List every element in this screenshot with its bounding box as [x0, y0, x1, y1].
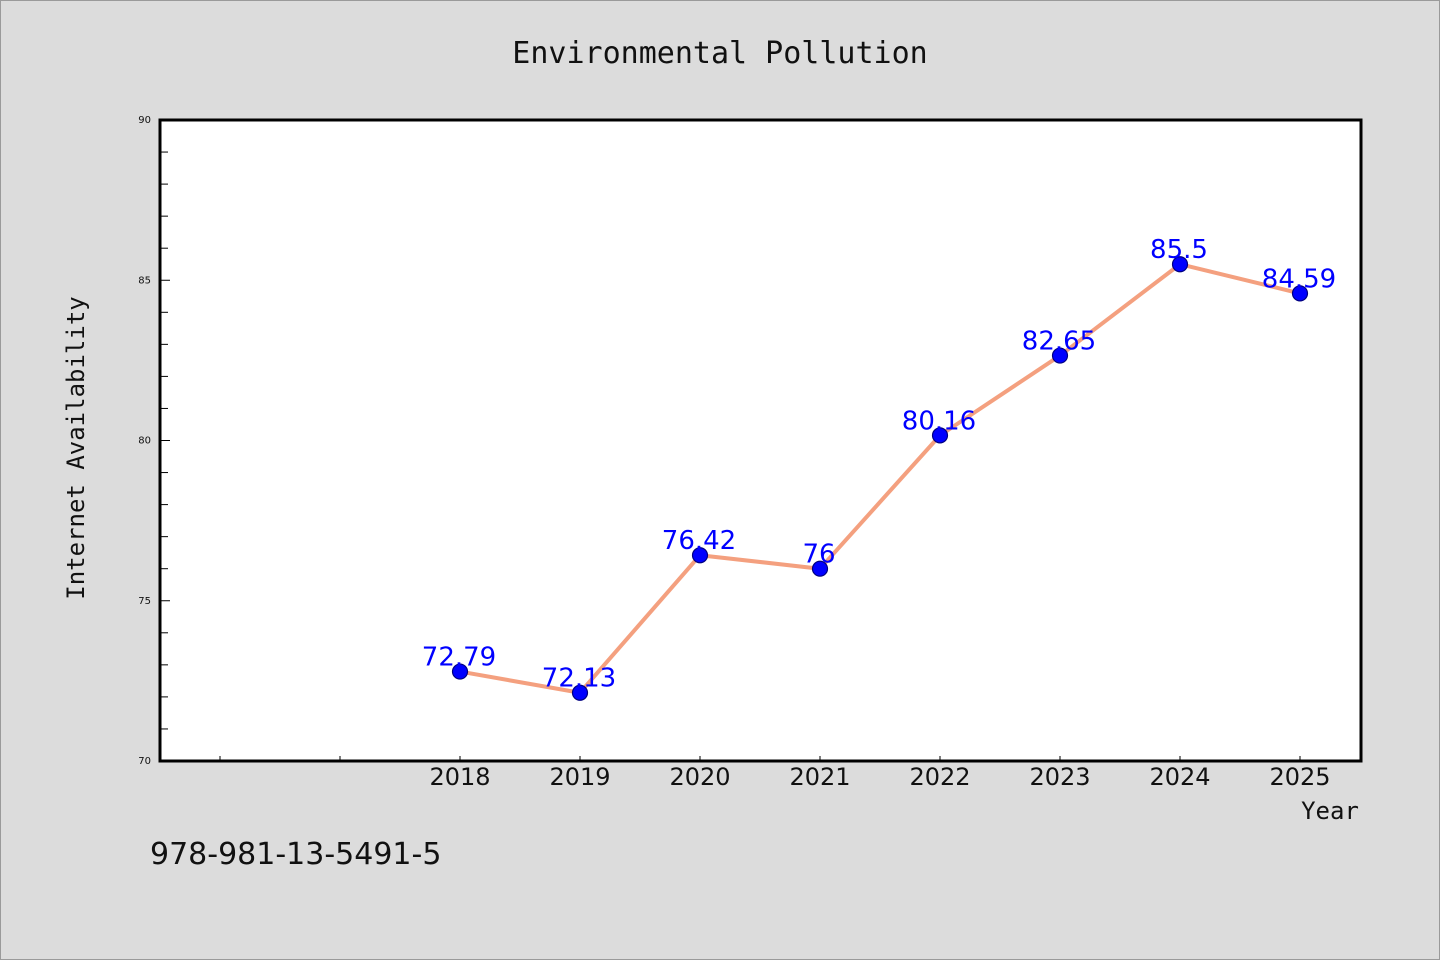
series-line [458, 262, 1302, 695]
x-tick-label: 2018 [429, 763, 490, 791]
y-tick-label: 90 [138, 115, 151, 126]
isbn-annotation: 978-981-13-5491-5 [150, 837, 441, 872]
y-tick-label: 70 [138, 756, 151, 767]
data-point [811, 560, 829, 577]
y-tick-label: 80 [138, 436, 151, 447]
data-label: 85.5 [1150, 235, 1208, 265]
data-point [571, 684, 589, 701]
x-tick-label: 2025 [1269, 763, 1330, 791]
x-tick-label: 2023 [1029, 763, 1090, 791]
x-tick-label: 2021 [789, 763, 850, 791]
x-axis: 2018 2019 2020 2021 2022 2023 2024 2025 [219, 756, 1331, 791]
x-tick-label: 2024 [1149, 763, 1210, 791]
data-label: 80.16 [902, 406, 976, 436]
chart-title: Environmental Pollution [512, 36, 927, 71]
data-point [931, 427, 949, 444]
data-labels: 72.79 72.13 76.42 76 80.16 82.65 85.5 84.59 [422, 235, 1336, 694]
data-point [1291, 285, 1309, 302]
data-point [1171, 256, 1189, 273]
data-label: 82.65 [1022, 327, 1096, 357]
x-axis-label: Year [1301, 797, 1359, 825]
data-label: 76 [802, 540, 835, 570]
data-label: 72.79 [422, 643, 496, 673]
x-tick-label: 2022 [909, 763, 970, 791]
y-tick-label: 85 [138, 275, 151, 286]
y-tick-label: 75 [138, 596, 151, 607]
x-tick-label: 2019 [549, 763, 610, 791]
data-points [451, 256, 1309, 701]
data-point [1051, 347, 1069, 364]
data-label: 84.59 [1262, 264, 1336, 294]
plot-frame [158, 118, 1363, 763]
y-axis-label: Internet Availability [62, 296, 90, 599]
plot-area [160, 120, 1361, 761]
data-label: 76.42 [662, 526, 736, 556]
x-tick-label: 2020 [669, 763, 730, 791]
data-point [691, 547, 709, 564]
data-point [451, 663, 469, 680]
data-label: 72.13 [542, 664, 616, 694]
